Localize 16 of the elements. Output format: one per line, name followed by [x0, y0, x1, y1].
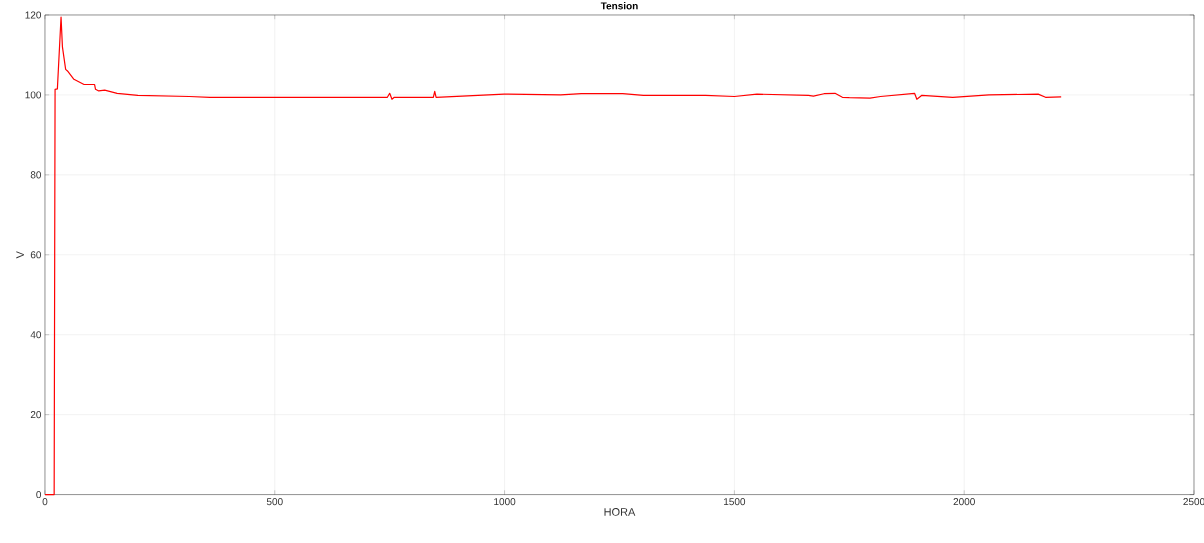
y-tick-label: 120: [25, 11, 42, 19]
x-tick-label: 2000: [953, 498, 975, 506]
y-axis-title: V: [16, 251, 24, 259]
y-tick-label: 80: [30, 171, 42, 179]
x-tick-label: 500: [266, 498, 283, 506]
chart-title: Tension: [600, 2, 638, 10]
y-tick-label: 0: [36, 491, 42, 499]
y-tick-label: 100: [25, 91, 42, 99]
x-tick-label: 1500: [724, 498, 746, 506]
x-tick-label: 0: [42, 498, 48, 506]
x-axis-title: HORA: [604, 508, 636, 517]
x-tick-label: 1000: [494, 498, 516, 506]
y-tick-label: 60: [30, 251, 42, 259]
x-tick-label: 2500: [1183, 498, 1204, 506]
y-tick-label: 40: [30, 331, 42, 339]
y-tick-label: 20: [30, 411, 42, 419]
